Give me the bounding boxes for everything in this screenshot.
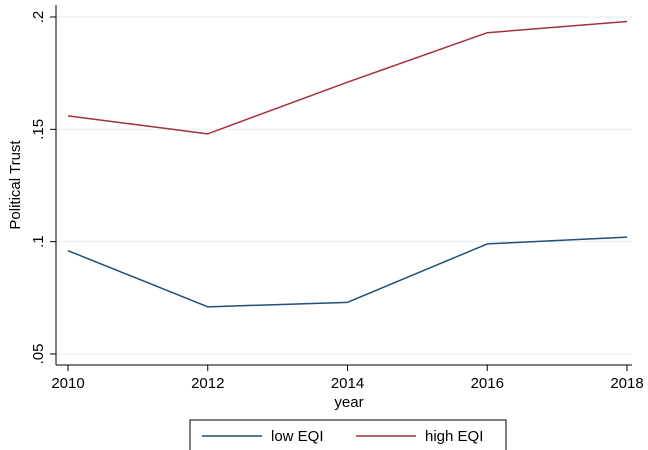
- legend-label-low-eqi: low EQI: [271, 428, 324, 445]
- series-line-high-eqi: [67, 20, 628, 135]
- x-tick-label: 2010: [51, 375, 84, 392]
- y-tick-label: .05: [30, 344, 47, 365]
- legend: low EQI high EQI: [189, 419, 507, 450]
- y-tick-label: .15: [30, 119, 47, 140]
- x-axis-title: year: [334, 394, 363, 411]
- legend-box: [189, 419, 507, 450]
- x-tick-label: 2014: [331, 375, 364, 392]
- y-tick-label: .2: [30, 11, 47, 24]
- series-line-low-eqi: [67, 236, 628, 308]
- gridlines: [56, 16, 632, 355]
- series-lines: [67, 20, 628, 308]
- x-tick-label: 2018: [610, 375, 643, 392]
- y-axis-ticks: .05 .1 .15 .2: [30, 11, 56, 365]
- x-axis-ticks: 2010 2012 2014 2016 2018: [51, 365, 644, 392]
- x-tick-label: 2016: [471, 375, 504, 392]
- y-axis-title: Political Trust: [7, 140, 24, 230]
- y-tick-label: .1: [30, 235, 47, 248]
- x-tick-label: 2012: [191, 375, 224, 392]
- legend-label-high-eqi: high EQI: [425, 428, 483, 445]
